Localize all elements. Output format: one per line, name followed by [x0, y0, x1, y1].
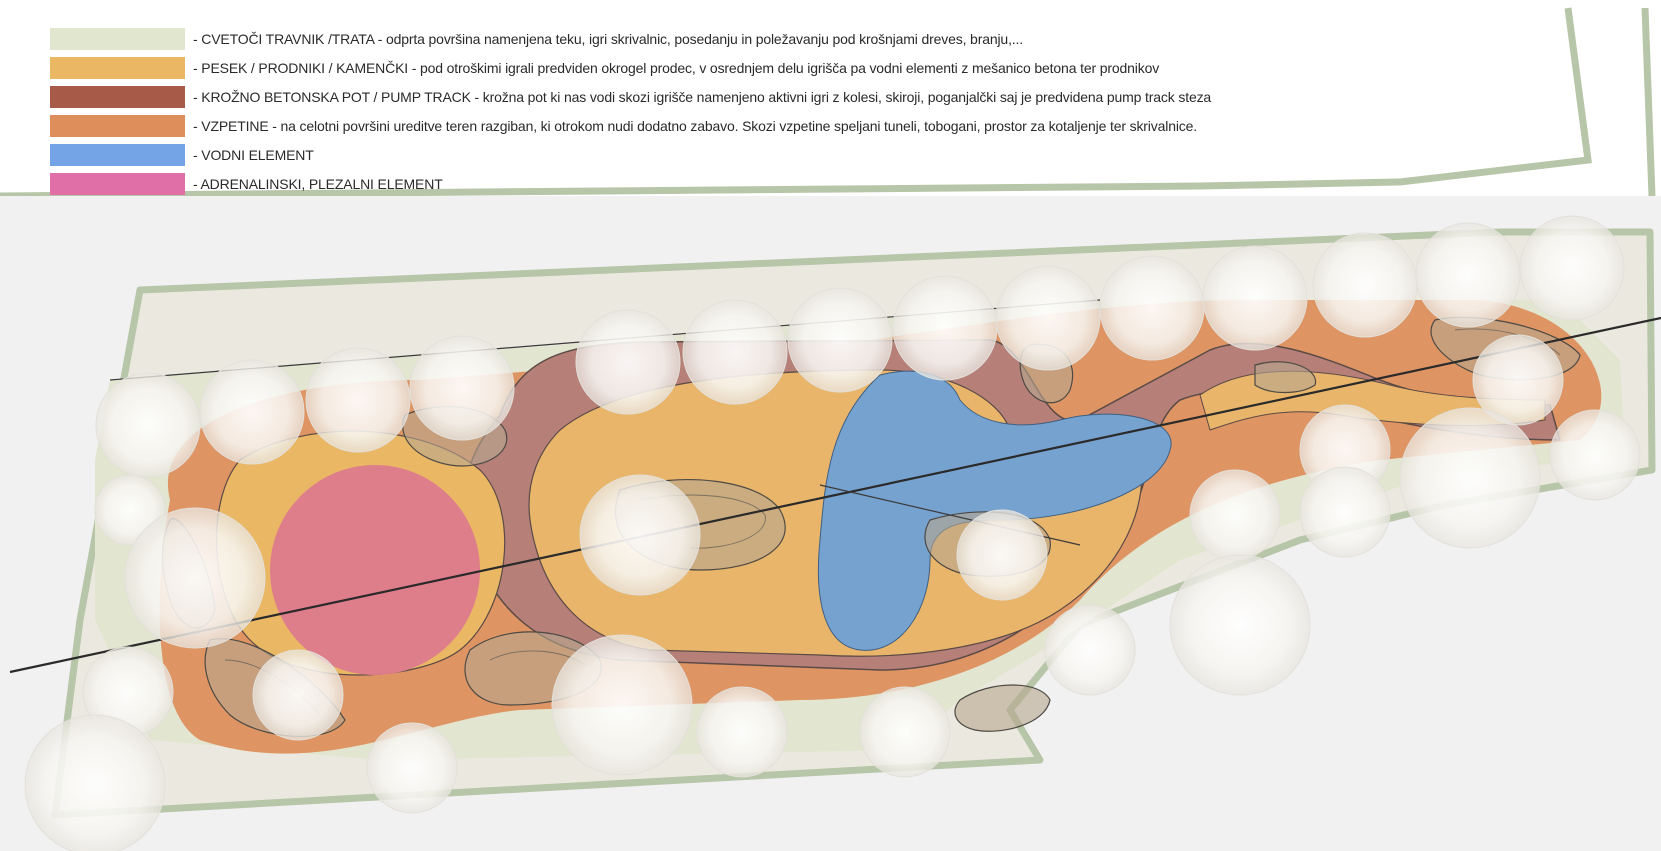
legend-swatch-sand	[50, 57, 185, 79]
tree-canopy	[1044, 604, 1136, 696]
legend-swatch-hills	[50, 115, 185, 137]
tree-canopy	[1099, 255, 1205, 361]
tree-canopy	[696, 686, 788, 778]
legend-label-meadow: - CVETOČI TRAVNIK /TRATA - odprta površi…	[193, 31, 1024, 47]
tree-canopies	[24, 215, 1641, 851]
tree-canopy	[1202, 245, 1308, 351]
tree-canopy	[305, 347, 411, 453]
section-line	[9, 316, 1661, 674]
tree-canopy	[366, 722, 458, 814]
legend-swatch-track	[50, 86, 185, 108]
site-border-top	[0, 7, 1656, 196]
tree-canopy	[575, 309, 681, 415]
tree-canopy	[1312, 232, 1418, 338]
legend-item-water: - VODNI ELEMENT	[50, 144, 314, 166]
tree-canopy	[1189, 469, 1281, 561]
tree-canopy	[995, 265, 1101, 371]
legend-item-meadow: - CVETOČI TRAVNIK /TRATA - odprta površi…	[50, 28, 1023, 50]
tree-canopy	[579, 474, 701, 596]
tree-canopy	[1399, 407, 1541, 549]
legend-label-track: - KROŽNO BETONSKA POT / PUMP TRACK - kro…	[193, 89, 1212, 105]
tree-canopy	[252, 649, 344, 741]
tree-canopy	[24, 714, 166, 851]
tree-canopy	[682, 299, 788, 405]
adrenaline-climbing-element	[270, 465, 480, 675]
legend-swatch-meadow	[50, 28, 185, 50]
tree-canopy	[1472, 334, 1564, 426]
tree-canopy	[124, 507, 266, 649]
legend-label-hills: - VZPETINE - na celotni površini ureditv…	[193, 118, 1198, 134]
tree-canopy	[1169, 554, 1311, 696]
legend-label-water: - VODNI ELEMENT	[193, 147, 314, 163]
tree-canopy	[95, 372, 201, 478]
legend-swatch-water	[50, 144, 185, 166]
tree-canopy	[787, 287, 893, 393]
tree-canopy	[1415, 222, 1521, 328]
legend-label-sand: - PESEK / PRODNIKI / KAMENČKI - pod otro…	[193, 60, 1160, 76]
tree-canopy	[1549, 409, 1641, 501]
tree-canopy	[1519, 215, 1625, 321]
legend-swatch-adrenaline	[50, 173, 185, 195]
legend-item-hills: - VZPETINE - na celotni površini ureditv…	[50, 115, 1197, 137]
legend: - CVETOČI TRAVNIK /TRATA - odprta površi…	[0, 0, 1661, 196]
tree-canopy	[199, 359, 305, 465]
legend-item-track: - KROŽNO BETONSKA POT / PUMP TRACK - kro…	[50, 86, 1211, 108]
legend-item-adrenaline: - ADRENALINSKI, PLEZALNI ELEMENT	[50, 173, 443, 195]
tree-canopy	[551, 634, 693, 776]
tree-canopy	[409, 335, 515, 441]
legend-label-adrenaline: - ADRENALINSKI, PLEZALNI ELEMENT	[193, 176, 443, 192]
tree-canopy	[892, 275, 998, 381]
tree-canopy	[956, 509, 1048, 601]
tree-canopy	[1299, 466, 1391, 558]
tree-canopy	[859, 686, 951, 778]
legend-item-sand: - PESEK / PRODNIKI / KAMENČKI - pod otro…	[50, 57, 1159, 79]
